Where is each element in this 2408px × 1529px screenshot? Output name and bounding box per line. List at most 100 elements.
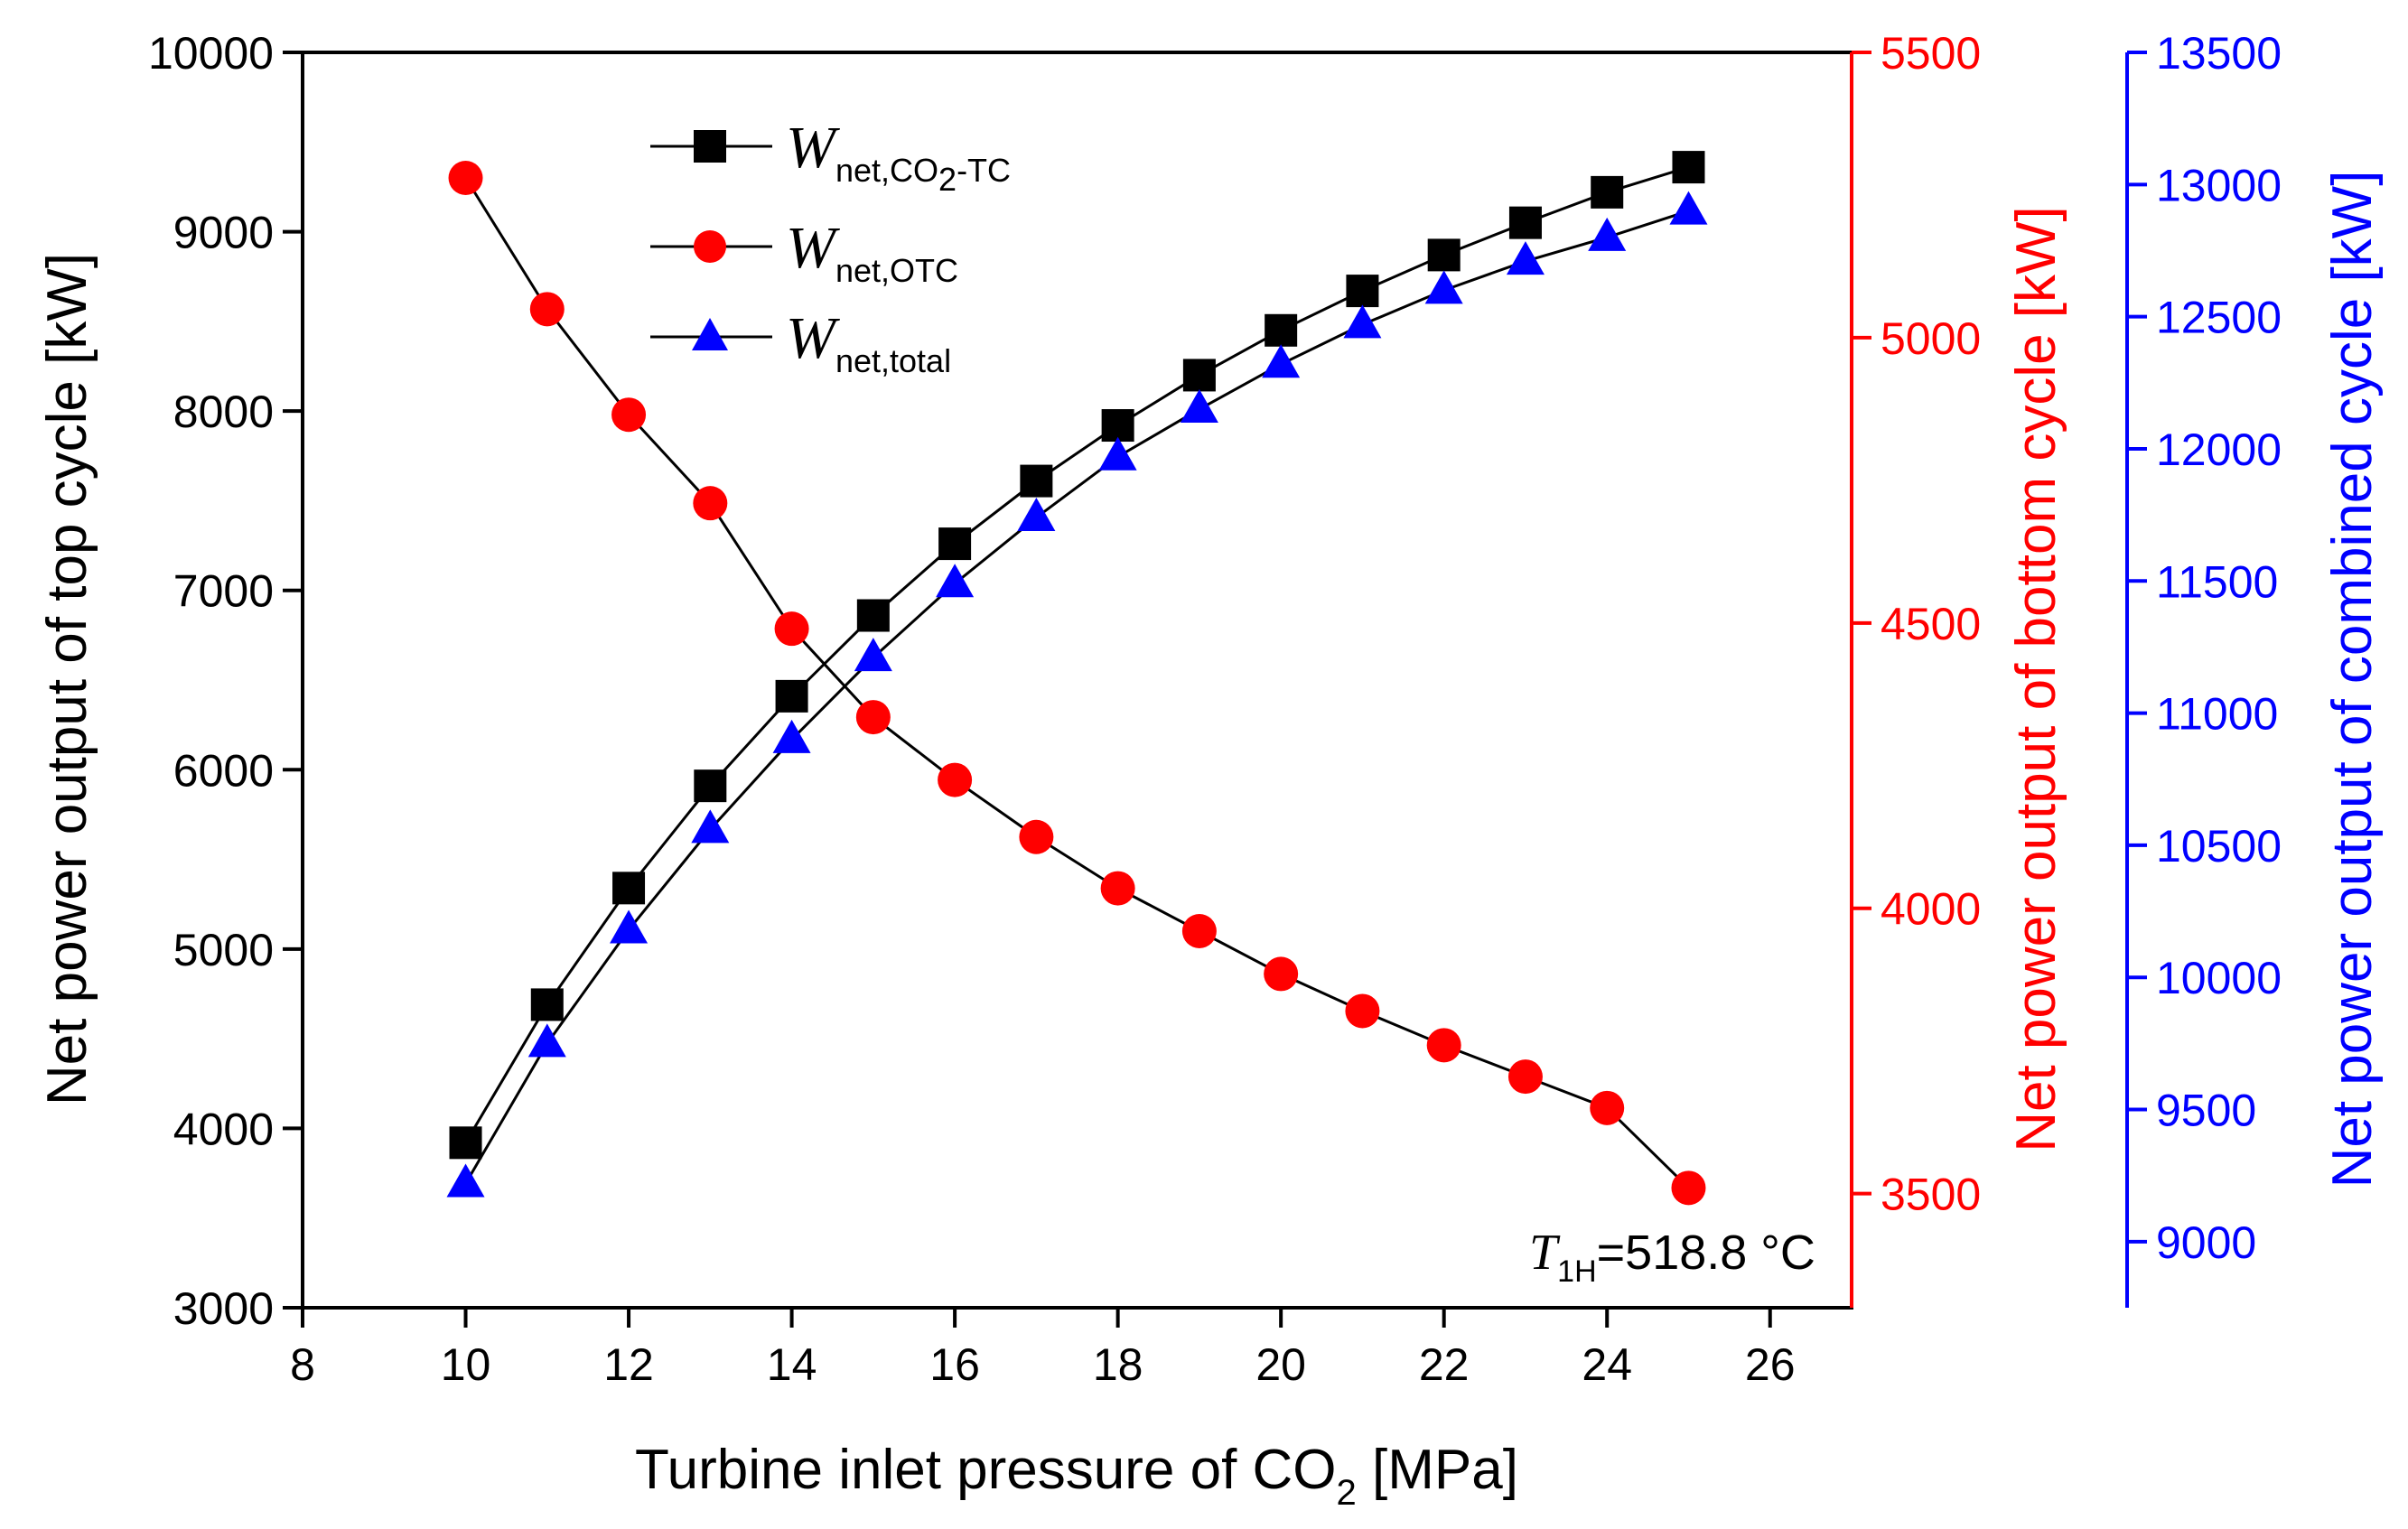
x-tick-label: 12 xyxy=(603,1339,654,1390)
data-point-circle xyxy=(1507,1059,1543,1095)
data-point-square xyxy=(1508,206,1542,239)
y-left-tick-label: 8000 xyxy=(173,387,274,437)
y-right2-tick-label: 13500 xyxy=(2156,28,2282,79)
series-line-1 xyxy=(464,177,1690,1189)
y-left-tick-label: 7000 xyxy=(173,566,274,617)
y-right1-tick-label: 5500 xyxy=(1881,28,1981,79)
legend: Wnet,CO2-TC Wnet,OTC Wnet,total xyxy=(650,115,1011,379)
data-point-circle xyxy=(693,486,728,521)
y-right1-tick-label: 4500 xyxy=(1881,599,1981,649)
data-point-circle xyxy=(611,397,647,433)
temperature-annotation: T1H=518.8 °C xyxy=(1529,1225,1815,1289)
data-point-square xyxy=(694,769,727,803)
x-tick-label: 14 xyxy=(767,1339,817,1390)
x-axis: 8 10 12 14 16 18 20 22 24 26 xyxy=(290,1308,1796,1390)
right2-y-axis-title: Net power output of combined cycle [kW] xyxy=(2321,171,2384,1189)
data-point-triangle xyxy=(446,1163,485,1198)
data-point-triangle xyxy=(1588,217,1627,251)
data-point-circle xyxy=(529,292,565,327)
x-tick-label: 16 xyxy=(929,1339,980,1390)
series-line-0 xyxy=(464,165,1689,1144)
legend-marker-square xyxy=(694,130,726,163)
data-point-triangle xyxy=(1669,191,1708,225)
y-right2-tick-label: 12000 xyxy=(2156,424,2282,475)
y-right2-tick-label: 10000 xyxy=(2156,953,2282,1003)
data-point-square xyxy=(612,872,646,905)
y-left-tick-label: 9000 xyxy=(173,208,274,258)
data-point-square xyxy=(1427,238,1461,272)
x-tick-label: 20 xyxy=(1255,1339,1306,1390)
data-point-square xyxy=(1020,464,1053,498)
y-right2-tick-label: 13000 xyxy=(2156,160,2282,210)
data-point-circle xyxy=(1181,914,1217,948)
data-point-circle xyxy=(1590,1090,1625,1125)
x-tick-label: 8 xyxy=(290,1339,315,1390)
data-point-circle xyxy=(938,762,973,797)
y-right2-tick-label: 11500 xyxy=(2156,556,2278,607)
data-point-square xyxy=(1182,359,1216,392)
y-right2-tick-label: 10500 xyxy=(2156,821,2282,872)
right1-y-axis-title: Net power output of bottom cycle [kW] xyxy=(2005,206,2067,1152)
right-y-axis-bottom-cycle: 3500 4000 4500 5000 5500 xyxy=(1850,28,1981,1308)
data-point-triangle xyxy=(610,909,649,944)
data-point-triangle xyxy=(1180,389,1218,424)
left-y-axis-title: Net power output of top cycle [kW] xyxy=(36,253,98,1105)
data-point-circle xyxy=(774,611,809,647)
data-point-triangle xyxy=(1262,344,1301,378)
legend-marker-circle xyxy=(694,230,726,263)
y-right1-tick-label: 5000 xyxy=(1881,313,1981,364)
y-right2-tick-label: 12500 xyxy=(2156,293,2282,343)
data-point-triangle xyxy=(1424,270,1463,304)
data-point-square xyxy=(1346,275,1379,308)
data-point-circle xyxy=(855,700,891,735)
data-point-circle xyxy=(1671,1170,1706,1206)
data-point-square xyxy=(856,599,890,632)
data-point-square xyxy=(1101,409,1134,443)
x-tick-label: 26 xyxy=(1745,1339,1796,1390)
data-point-circle xyxy=(1345,993,1380,1029)
markers xyxy=(446,151,1708,1206)
data-point-triangle xyxy=(527,1023,566,1058)
legend-label-co2tc: Wnet,CO2-TC xyxy=(786,115,1011,198)
data-point-triangle xyxy=(691,809,730,844)
y-left-tick-label: 5000 xyxy=(173,925,274,975)
data-point-circle xyxy=(1019,819,1054,854)
data-point-square xyxy=(530,988,564,1021)
series-line-2 xyxy=(464,210,1689,1185)
legend-marker-triangle xyxy=(692,318,728,350)
data-point-triangle xyxy=(772,719,811,753)
y-left-tick-label: 6000 xyxy=(173,745,274,796)
data-point-square xyxy=(1672,151,1705,184)
data-point-circle xyxy=(1264,956,1299,992)
x-tick-label: 10 xyxy=(441,1339,491,1390)
x-tick-label: 22 xyxy=(1419,1339,1470,1390)
data-point-triangle xyxy=(1098,436,1137,471)
data-point-circle xyxy=(448,161,483,195)
data-point-square xyxy=(938,527,972,561)
data-point-triangle xyxy=(1017,498,1056,532)
x-axis-title: Turbine inlet pressure of CO2 [MPa] xyxy=(635,1439,1518,1513)
y-right2-tick-label: 9500 xyxy=(2156,1086,2256,1136)
data-point-triangle xyxy=(936,564,975,598)
data-point-triangle xyxy=(1343,304,1382,339)
y-left-tick-label: 4000 xyxy=(173,1104,274,1154)
data-point-triangle xyxy=(854,638,892,672)
y-right2-tick-label: 11000 xyxy=(2156,689,2278,740)
data-point-square xyxy=(775,679,808,713)
data-point-circle xyxy=(1426,1028,1461,1063)
x-tick-label: 18 xyxy=(1093,1339,1143,1390)
x-tick-label: 24 xyxy=(1582,1339,1632,1390)
data-point-circle xyxy=(1100,871,1135,906)
connector-lines xyxy=(464,165,1690,1189)
y-right1-tick-label: 4000 xyxy=(1881,884,1981,935)
y-left-tick-label: 10000 xyxy=(148,28,274,79)
right-y-axis-combined-cycle: 9000 9500 10000 10500 11000 11500 12000 12500 13… xyxy=(2125,28,2282,1308)
left-y-axis: 3000 4000 5000 6000 7000 8000 9000 10000 xyxy=(148,28,303,1334)
data-point-triangle xyxy=(1506,241,1545,275)
y-left-tick-label: 3000 xyxy=(173,1283,274,1334)
legend-label-total: Wnet,total xyxy=(786,305,951,379)
data-point-square xyxy=(449,1126,482,1160)
data-point-square xyxy=(1265,313,1298,347)
y-right1-tick-label: 3500 xyxy=(1881,1170,1981,1220)
